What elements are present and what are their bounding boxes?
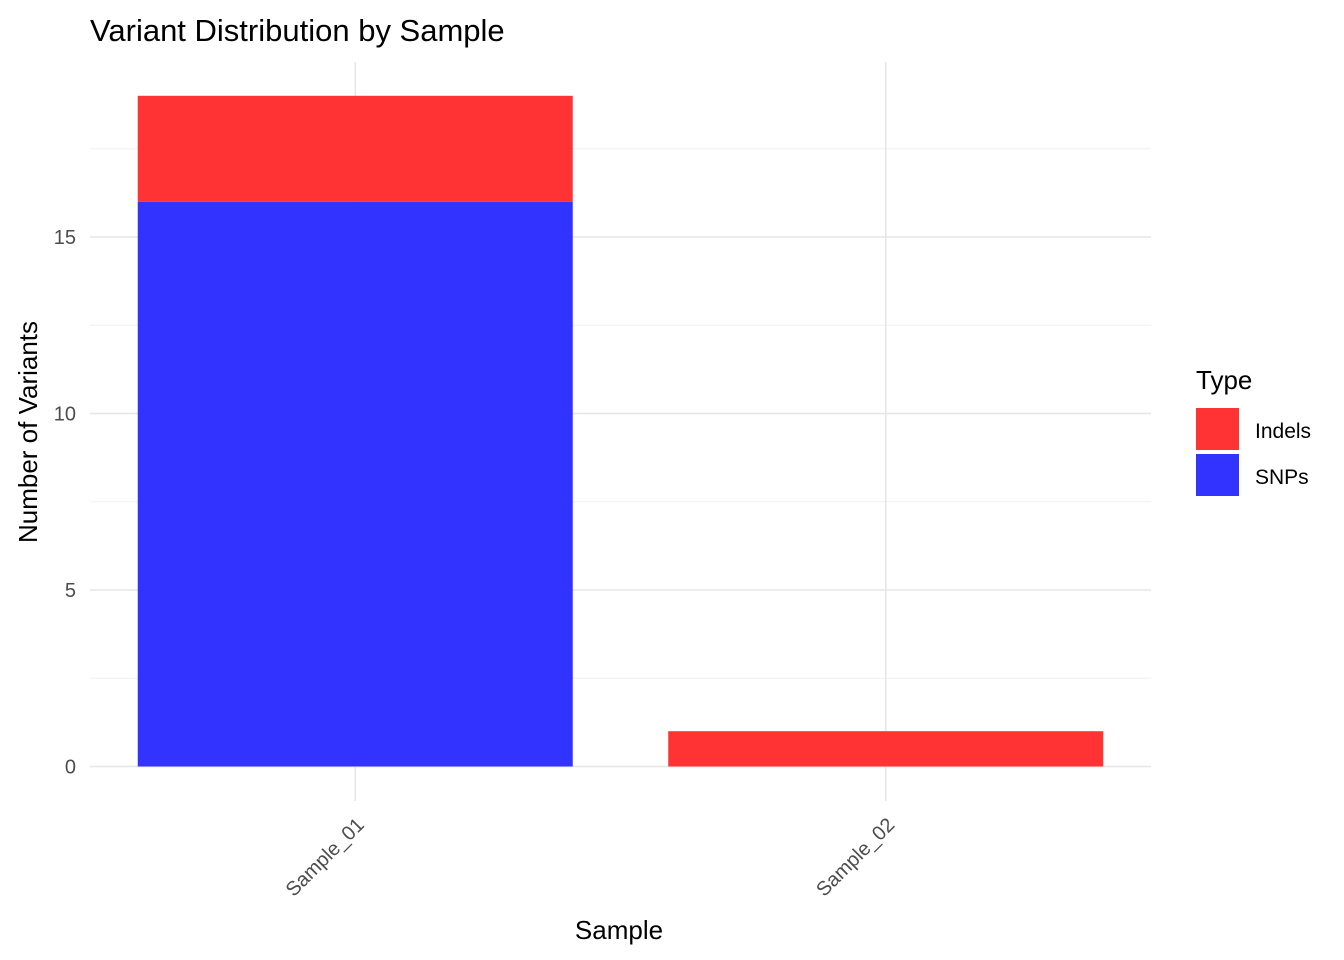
legend-items: Indels SNPs bbox=[1196, 408, 1311, 496]
legend-title: Type bbox=[1196, 365, 1252, 395]
chart-title: Variant Distribution by Sample bbox=[90, 13, 505, 48]
y-tick-label: 10 bbox=[54, 404, 76, 426]
legend-swatch-indels bbox=[1196, 408, 1239, 450]
x-tick-label: Sample_01 bbox=[282, 814, 369, 901]
legend-label-indels: Indels bbox=[1255, 420, 1311, 443]
bar-indels-sample_01 bbox=[137, 95, 573, 202]
y-tick-label: 0 bbox=[65, 757, 76, 779]
x-axis-title: Sample bbox=[575, 915, 663, 945]
y-axis-ticks: 0 5 10 15 bbox=[54, 227, 76, 779]
legend-swatch-snps bbox=[1196, 454, 1239, 496]
x-axis-ticks: Sample_01 Sample_02 bbox=[282, 814, 900, 901]
legend: Type Indels SNPs bbox=[1196, 365, 1311, 496]
legend-label-snps: SNPs bbox=[1255, 466, 1309, 489]
y-axis-title: Number of Variants bbox=[13, 321, 43, 543]
bar-snps-sample_01 bbox=[137, 201, 573, 767]
bar-indels-sample_02 bbox=[668, 731, 1104, 767]
y-tick-label: 15 bbox=[54, 227, 76, 249]
bar-layer bbox=[137, 95, 1104, 767]
x-tick-label: Sample_02 bbox=[812, 814, 899, 901]
y-tick-label: 5 bbox=[65, 580, 76, 602]
